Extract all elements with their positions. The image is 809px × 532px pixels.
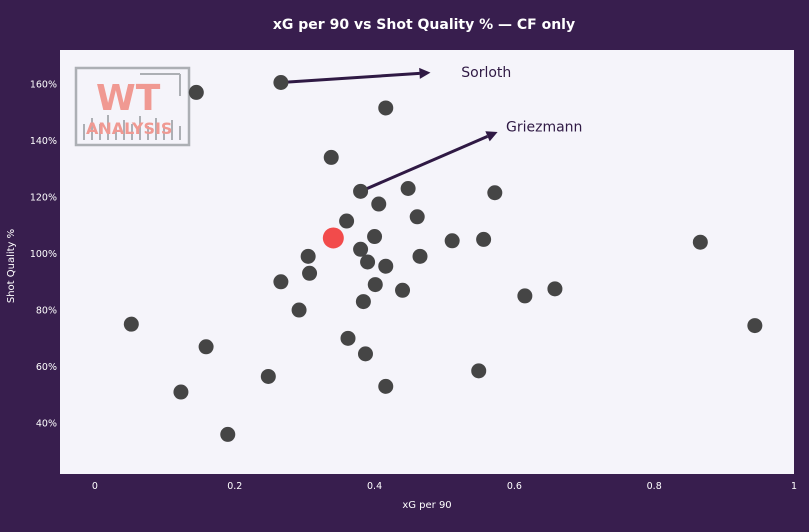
x-tick-label: 1	[791, 481, 797, 492]
scatter-point	[173, 384, 189, 400]
scatter-point	[747, 318, 763, 334]
scatter-point	[273, 274, 289, 290]
annotation-arrowhead	[485, 131, 498, 142]
logo-text-wt: WT	[96, 78, 161, 119]
scatter-point	[300, 248, 316, 264]
x-tick-label: 0.4	[367, 481, 382, 492]
scatter-point	[444, 233, 460, 249]
scatter-point	[198, 339, 214, 355]
scatter-point	[260, 368, 276, 384]
annotation-arrow-line	[359, 134, 489, 193]
y-tick-label: 60%	[36, 362, 57, 373]
scatter-point	[409, 209, 425, 225]
x-axis-title: xG per 90	[402, 500, 451, 511]
scatter-point	[220, 426, 236, 442]
scatter-point	[487, 185, 503, 201]
y-axis-title: Shot Quality %	[6, 229, 17, 303]
scatter-point	[547, 281, 563, 297]
annotation-arrow-line	[280, 71, 420, 85]
logo-frame	[74, 66, 191, 147]
y-tick-label: 40%	[36, 419, 57, 430]
scatter-point	[395, 282, 411, 298]
scatter-point	[378, 100, 394, 116]
data-points	[123, 75, 763, 442]
scatter-point	[367, 277, 383, 293]
annotation-arrowhead	[419, 67, 431, 79]
scatter-point	[302, 265, 318, 281]
scatter-point	[357, 346, 373, 362]
y-tick-label: 140%	[30, 136, 57, 147]
scatter-point	[371, 196, 387, 212]
scatter-point	[400, 181, 416, 197]
x-tick-label: 0.2	[227, 481, 242, 492]
scatter-point	[378, 258, 394, 274]
scatter-point	[360, 254, 376, 270]
highlighted-point	[322, 227, 344, 249]
scatter-point	[188, 84, 204, 100]
x-axis: 0 0.2 0.4 0.6 0.8 1	[92, 481, 797, 492]
y-tick-label: 120%	[30, 192, 57, 203]
scatter-point	[323, 149, 339, 165]
x-tick-label: 0	[92, 481, 98, 492]
scatter-point	[340, 330, 356, 346]
plot-area	[60, 50, 794, 474]
annotation-arrows	[280, 67, 498, 193]
scatter-point	[355, 294, 371, 310]
scatter-point	[353, 241, 369, 257]
y-tick-label: 100%	[30, 249, 57, 260]
scatter-point	[471, 363, 487, 379]
annotation-label: Griezmann	[506, 119, 582, 135]
scatter-point	[412, 248, 428, 264]
annotation-labels: Sorloth Griezmann	[461, 65, 582, 136]
scatter-point	[291, 302, 307, 318]
annotation-label: Sorloth	[461, 65, 511, 81]
y-tick-label: 160%	[30, 79, 57, 90]
y-axis: 40% 60% 80% 100% 120% 140% 160%	[30, 79, 57, 429]
chart-title: xG per 90 vs Shot Quality % — CF only	[273, 17, 575, 33]
scatter-point	[273, 75, 289, 91]
scatter-point	[367, 229, 383, 245]
scatter-point	[339, 213, 355, 229]
wt-analysis-logo: WT ANALYSIS	[74, 66, 191, 147]
logo-text-analysis: ANALYSIS	[86, 119, 172, 138]
y-tick-label: 80%	[36, 306, 57, 317]
x-tick-label: 0.6	[507, 481, 522, 492]
scatter-point	[353, 183, 369, 199]
x-tick-label: 0.8	[647, 481, 662, 492]
scatter-point	[692, 234, 708, 250]
scatter-point	[123, 316, 139, 332]
scatter-point	[476, 231, 492, 247]
scatter-point	[378, 378, 394, 394]
scatter-point	[517, 288, 533, 304]
